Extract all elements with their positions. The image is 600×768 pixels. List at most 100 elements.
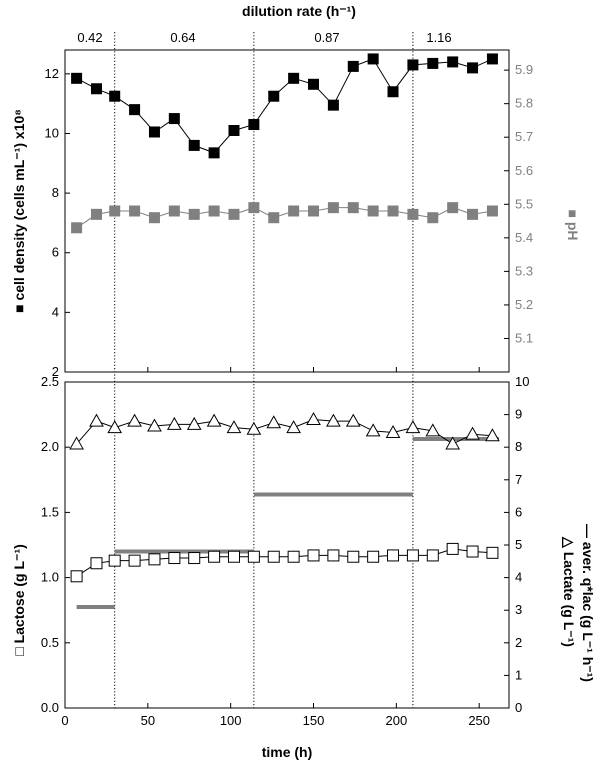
lower-left-tick-label: 2.5 <box>41 374 59 389</box>
lower-right-tick-label: 5 <box>515 537 522 552</box>
lactose-line <box>76 548 493 577</box>
x-tick-label: 200 <box>385 713 407 728</box>
cell-density-point <box>129 104 141 116</box>
upper-plot-frame <box>64 49 510 373</box>
lactose-point <box>108 554 121 567</box>
lower-right-tick-label: 1 <box>515 667 522 682</box>
cell-density-line <box>76 58 493 154</box>
cell-density-point <box>188 139 200 151</box>
lower-right-tick-label: 4 <box>515 570 522 585</box>
x-axis: 0 50 100 150 200 250 <box>61 367 490 728</box>
lower-left-tick-label: 1.0 <box>41 570 59 585</box>
lactate-point <box>326 413 341 427</box>
ph-point <box>268 212 280 224</box>
lower-right-axis-title-1: △ Lactate (g L⁻¹) <box>561 536 577 647</box>
lactate-point <box>385 425 401 439</box>
lower-plot-frame <box>64 381 510 709</box>
lactose-point <box>247 550 260 563</box>
lactate-point <box>465 426 480 440</box>
upper-left-tick-label: 10 <box>45 125 59 140</box>
cell-density-point <box>248 119 260 131</box>
lower-right-tick-label: 9 <box>515 407 522 422</box>
cell-density-point <box>327 99 339 111</box>
lactose-point <box>128 554 141 567</box>
lower-right-tick-label: 10 <box>515 374 529 389</box>
lactose-point <box>90 557 103 570</box>
cell-density-point <box>71 72 83 84</box>
dilution-rate-label-4: 1.16 <box>426 30 451 45</box>
lactate-point <box>345 413 361 427</box>
dilution-rate-label-1: 0.42 <box>77 30 102 45</box>
upper-right-tick-label: 5.4 <box>515 230 533 245</box>
cell-density-point <box>308 78 320 90</box>
lactate-point <box>246 421 262 435</box>
lactose-point <box>208 550 221 563</box>
ph-point <box>486 205 498 217</box>
lactose-point <box>227 550 240 563</box>
ph-point <box>327 202 339 214</box>
upper-left-axis: 2 4 6 8 10 12 <box>45 66 70 379</box>
lactate-point <box>286 420 301 434</box>
upper-right-tick-label: 5.1 <box>515 330 533 345</box>
cell-density-point <box>90 83 102 95</box>
upper-left-tick-label: 4 <box>52 304 59 319</box>
ph-point <box>90 208 102 220</box>
upper-right-axis-title: ■ pH <box>565 209 581 240</box>
upper-left-axis-title: ■ cell density (cells mL⁻¹) x10⁸ <box>11 109 27 313</box>
lactose-point <box>486 546 499 559</box>
ph-point <box>208 205 220 217</box>
upper-right-tick-label: 5.5 <box>515 196 533 211</box>
ph-point <box>387 205 399 217</box>
cell-density-point <box>467 62 479 74</box>
upper-right-tick-label: 5.6 <box>515 163 533 178</box>
ph-point <box>71 222 83 234</box>
ph-point <box>129 205 141 217</box>
lower-left-axis-title: □ Lactose (g L⁻¹) <box>11 544 27 656</box>
lactose-point <box>287 550 300 563</box>
lactate-point <box>445 436 461 450</box>
ph-point <box>109 205 121 217</box>
cell-density-point <box>148 126 160 138</box>
lactose-point <box>387 549 400 562</box>
cell-density-point <box>168 113 180 125</box>
cell-density-point <box>347 60 359 72</box>
cell-density-point <box>427 57 439 69</box>
lactose-point <box>188 552 201 565</box>
lactate-point <box>425 423 441 437</box>
lactate-point <box>485 428 500 442</box>
cell-density-point <box>208 147 220 159</box>
lactate-point <box>186 416 202 430</box>
cell-density-point <box>288 72 300 84</box>
ph-point <box>347 202 359 214</box>
x-tick-label: 0 <box>61 713 68 728</box>
lactate-point <box>206 413 222 427</box>
lower-left-tick-label: 0.0 <box>41 700 59 715</box>
cell-density-point <box>486 53 498 65</box>
lactose-point <box>267 550 280 563</box>
lower-right-axis-title-2: — aver. q*lac (g L⁻¹ h⁻¹) <box>580 524 596 682</box>
lactate-point <box>226 420 242 434</box>
lactate-point <box>266 415 282 429</box>
lactose-point <box>70 570 83 583</box>
lactate-point <box>89 413 104 427</box>
lower-right-tick-label: 3 <box>515 602 522 617</box>
dilution-rate-title: dilution rate (h⁻¹) <box>242 3 356 19</box>
ph-point <box>407 208 419 220</box>
lactose-point <box>347 550 360 563</box>
upper-right-tick-label: 5.3 <box>515 263 533 278</box>
x-tick-label: 100 <box>220 713 242 728</box>
lactose-point <box>446 542 459 555</box>
lactose-point <box>466 545 479 558</box>
lactate-point <box>306 411 321 425</box>
lactate-point <box>127 413 142 427</box>
x-tick-label: 150 <box>303 713 325 728</box>
lower-right-tick-label: 0 <box>515 700 522 715</box>
lower-right-tick-label: 8 <box>515 439 522 454</box>
upper-right-tick-label: 5.7 <box>515 129 533 144</box>
x-tick-label: 250 <box>468 713 490 728</box>
cell-density-point <box>367 53 379 65</box>
upper-left-tick-label: 2 <box>52 364 59 379</box>
lower-right-tick-label: 2 <box>515 635 522 650</box>
ph-point <box>427 212 439 224</box>
ph-point <box>148 212 160 224</box>
